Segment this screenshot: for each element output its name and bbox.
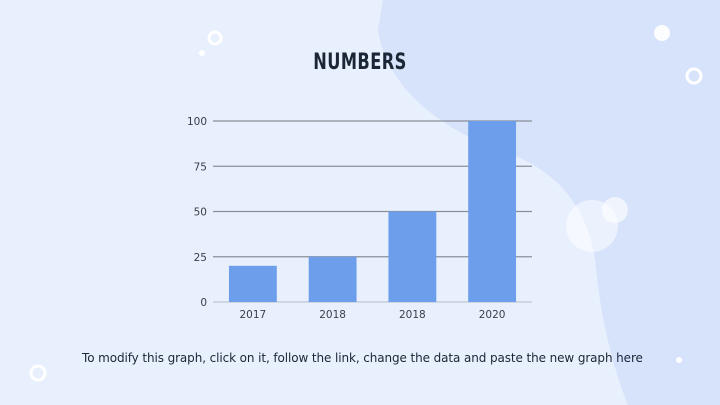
bar-2019: [388, 211, 437, 302]
y-tick-label: 75: [194, 161, 207, 173]
y-tick-label: 0: [200, 297, 207, 309]
background-blob: [378, 0, 720, 405]
slide-title: NUMBERS: [313, 50, 407, 75]
bar-2020: [468, 121, 517, 302]
bubble-small: [602, 197, 628, 223]
y-tick-label: 25: [194, 252, 207, 264]
bar-2017: [228, 265, 277, 302]
x-tick-label: 2018: [399, 309, 426, 321]
dot-top-left: [199, 50, 205, 56]
x-tick-label: 2020: [479, 309, 506, 321]
dot-bottom-right: [676, 357, 682, 363]
dot-top-right: [654, 25, 670, 41]
ring-bottom-left: [29, 364, 47, 382]
x-tick-label: 2017: [240, 309, 267, 321]
bar-2018: [308, 256, 357, 302]
ring-top-left: [207, 30, 223, 46]
x-tick-label: 2018: [319, 309, 346, 321]
y-tick-label: 100: [187, 116, 207, 128]
y-tick-label: 50: [194, 207, 207, 219]
slide-caption: To modify this graph, click on it, follo…: [82, 351, 643, 365]
ring-top-right: [685, 67, 703, 85]
